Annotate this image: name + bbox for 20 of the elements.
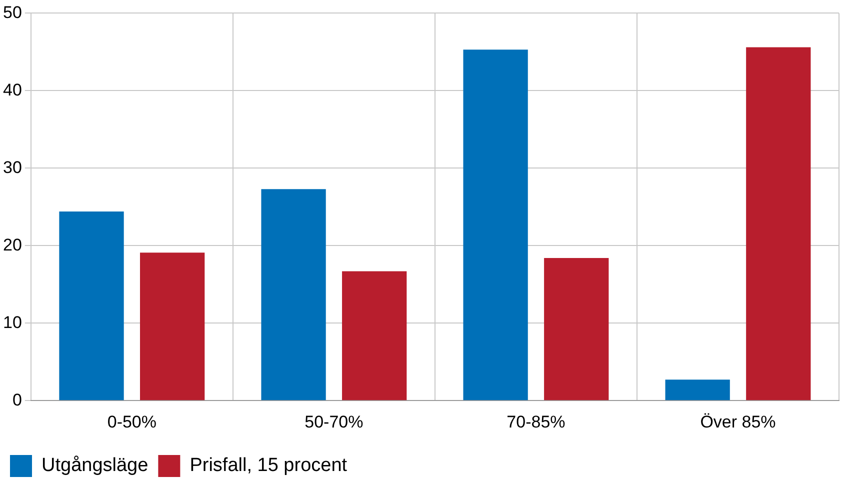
x-tick-label: Över 85% (700, 412, 776, 432)
bar (746, 47, 811, 400)
legend-label: Prisfall, 15 procent (190, 455, 348, 476)
bar (665, 380, 730, 400)
bar (463, 50, 528, 400)
y-tick-label: 10 (2, 312, 22, 332)
x-tick-label: 0-50% (107, 412, 156, 432)
legend-label: Utgångsläge (42, 455, 148, 476)
bar (140, 252, 205, 400)
bar (59, 212, 124, 400)
bar (342, 271, 407, 400)
y-tick-label: 0 (12, 390, 22, 410)
y-tick-label: 30 (2, 158, 22, 177)
bar (544, 258, 609, 400)
bar (261, 189, 326, 400)
y-tick-label: 40 (2, 80, 22, 100)
x-tick-label: 70-85% (506, 412, 566, 432)
y-tick-label: 20 (2, 235, 22, 254)
y-tick-label: 50 (2, 2, 22, 22)
x-tick-label: 50-70% (304, 412, 364, 432)
